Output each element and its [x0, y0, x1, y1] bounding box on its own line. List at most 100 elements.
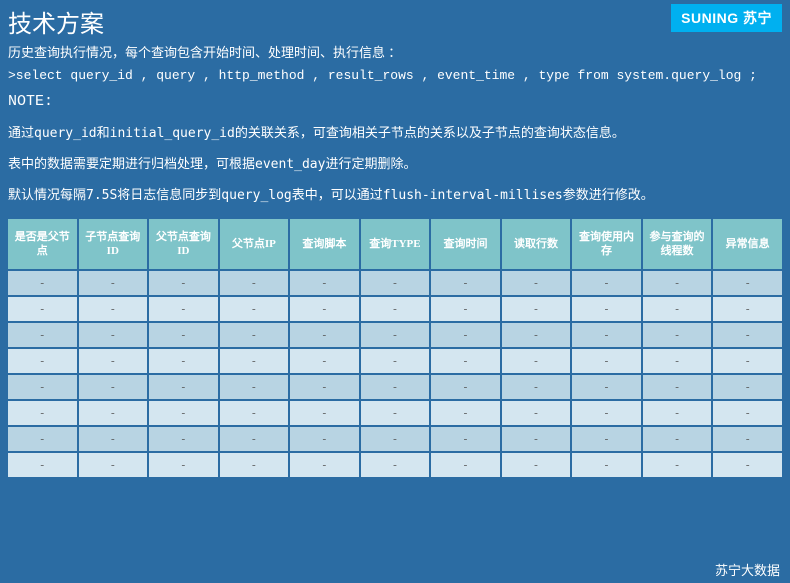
table-cell: -: [572, 427, 641, 451]
table-row: -----------: [8, 401, 782, 425]
table-cell: -: [502, 323, 571, 347]
table-cell: -: [572, 271, 641, 295]
table-cell: -: [361, 427, 430, 451]
table-cell: -: [149, 453, 218, 477]
table-cell: -: [8, 375, 77, 399]
table-column-header: 查询时间: [431, 219, 500, 269]
table-cell: -: [8, 453, 77, 477]
table-cell: -: [149, 401, 218, 425]
table-cell: -: [643, 297, 712, 321]
table-column-header: 父节点IP: [220, 219, 289, 269]
table-row: -----------: [8, 427, 782, 451]
brand-logo: SUNING 苏宁: [671, 4, 782, 32]
table-cell: -: [79, 349, 148, 373]
table-cell: -: [149, 323, 218, 347]
table-cell: -: [431, 297, 500, 321]
table-column-header: 是否是父节点: [8, 219, 77, 269]
table-cell: -: [502, 349, 571, 373]
table-column-header: 异常信息: [713, 219, 782, 269]
table-cell: -: [8, 297, 77, 321]
table-cell: -: [431, 427, 500, 451]
table-cell: -: [713, 453, 782, 477]
table-cell: -: [220, 271, 289, 295]
table-cell: -: [79, 401, 148, 425]
table-cell: -: [220, 297, 289, 321]
table-cell: -: [220, 323, 289, 347]
table-cell: -: [572, 453, 641, 477]
table-cell: -: [502, 297, 571, 321]
table-cell: -: [361, 297, 430, 321]
table-cell: -: [643, 401, 712, 425]
table-cell: -: [713, 297, 782, 321]
sql-statement: >select query_id , query , http_method ,…: [0, 66, 790, 89]
table-cell: -: [79, 453, 148, 477]
table-cell: -: [290, 323, 359, 347]
table-column-header: 查询脚本: [290, 219, 359, 269]
note-paragraph-1: 通过query_id和initial_query_id的关联关系，可查询相关子节…: [0, 116, 790, 147]
table-cell: -: [361, 401, 430, 425]
table-cell: -: [643, 323, 712, 347]
table-cell: -: [502, 453, 571, 477]
table-cell: -: [8, 401, 77, 425]
table-cell: -: [8, 349, 77, 373]
table-cell: -: [713, 323, 782, 347]
table-row: -----------: [8, 297, 782, 321]
table-column-header: 查询使用内存: [572, 219, 641, 269]
table-cell: -: [8, 271, 77, 295]
table-cell: -: [431, 323, 500, 347]
table-column-header: 读取行数: [502, 219, 571, 269]
table-cell: -: [220, 349, 289, 373]
table-cell: -: [643, 349, 712, 373]
footer-text: 苏宁大数据: [715, 560, 780, 579]
query-log-table: 是否是父节点子节点查询ID父节点查询ID父节点IP查询脚本查询TYPE查询时间读…: [6, 217, 784, 479]
table-cell: -: [572, 323, 641, 347]
table-cell: -: [149, 427, 218, 451]
table-cell: -: [220, 453, 289, 477]
table-row: -----------: [8, 271, 782, 295]
table-cell: -: [431, 375, 500, 399]
table-cell: -: [220, 375, 289, 399]
table-row: -----------: [8, 375, 782, 399]
table-row: -----------: [8, 453, 782, 477]
section-heading: 历史查询执行情况，每个查询包含开始时间、处理时间、执行信息 ：: [0, 41, 790, 66]
table-cell: -: [361, 375, 430, 399]
table-cell: -: [220, 427, 289, 451]
table-cell: -: [431, 349, 500, 373]
table-cell: -: [290, 401, 359, 425]
table-cell: -: [290, 349, 359, 373]
table-cell: -: [79, 427, 148, 451]
table-cell: -: [79, 375, 148, 399]
table-cell: -: [572, 401, 641, 425]
table-cell: -: [502, 427, 571, 451]
table-cell: -: [431, 401, 500, 425]
table-cell: -: [79, 271, 148, 295]
table-cell: -: [502, 375, 571, 399]
table-row: -----------: [8, 323, 782, 347]
table-cell: -: [713, 349, 782, 373]
query-log-table-wrap: 是否是父节点子节点查询ID父节点查询ID父节点IP查询脚本查询TYPE查询时间读…: [0, 209, 790, 479]
table-cell: -: [713, 271, 782, 295]
table-cell: -: [290, 453, 359, 477]
table-cell: -: [431, 453, 500, 477]
table-cell: -: [643, 271, 712, 295]
table-cell: -: [361, 349, 430, 373]
table-cell: -: [713, 375, 782, 399]
note-paragraph-2: 表中的数据需要定期进行归档处理，可根据event_day进行定期删除。: [0, 147, 790, 178]
table-cell: -: [502, 401, 571, 425]
table-cell: -: [8, 427, 77, 451]
table-cell: -: [361, 271, 430, 295]
table-cell: -: [431, 271, 500, 295]
table-cell: -: [8, 323, 77, 347]
table-cell: -: [713, 427, 782, 451]
table-cell: -: [643, 453, 712, 477]
table-cell: -: [713, 401, 782, 425]
table-cell: -: [79, 297, 148, 321]
table-body: ----------------------------------------…: [8, 271, 782, 477]
table-cell: -: [572, 349, 641, 373]
table-cell: -: [149, 349, 218, 373]
table-cell: -: [572, 375, 641, 399]
table-cell: -: [290, 297, 359, 321]
table-cell: -: [643, 375, 712, 399]
table-cell: -: [149, 375, 218, 399]
table-header-row: 是否是父节点子节点查询ID父节点查询ID父节点IP查询脚本查询TYPE查询时间读…: [8, 219, 782, 269]
